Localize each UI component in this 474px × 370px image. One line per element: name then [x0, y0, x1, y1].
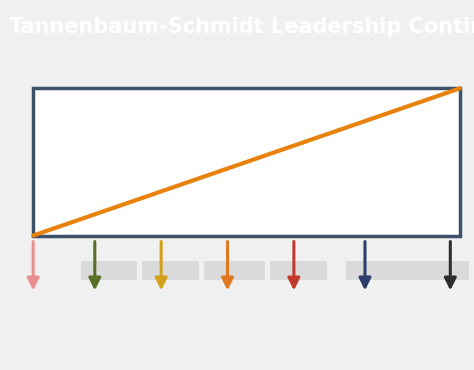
Bar — [33, 88, 460, 236]
Bar — [142, 261, 199, 280]
Bar — [318, 117, 422, 188]
Bar — [81, 261, 137, 280]
Bar — [346, 261, 408, 280]
Bar — [270, 261, 327, 280]
Text: Tannenbaum-Schmidt Leadership Continuum: Tannenbaum-Schmidt Leadership Continuum — [9, 17, 474, 37]
Bar — [43, 117, 147, 188]
Bar — [408, 261, 469, 280]
Bar — [204, 261, 265, 280]
